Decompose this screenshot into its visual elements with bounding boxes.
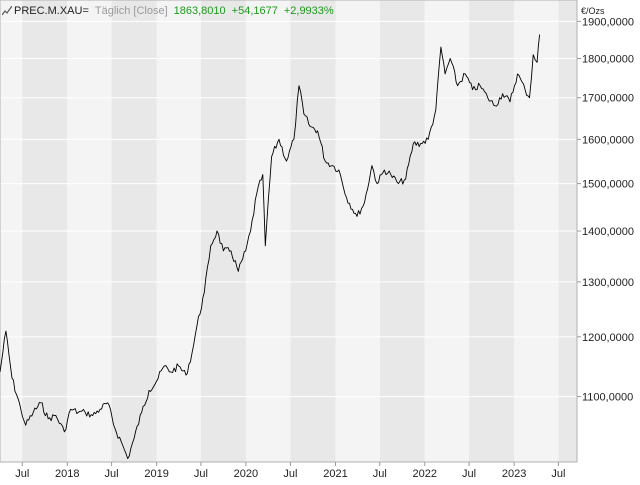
y-tick-label: 1900,0000 [582, 16, 634, 28]
x-tick-label: Jul [551, 468, 565, 480]
y-tick-label: 1600,0000 [582, 134, 634, 146]
y-tick-label: 1400,0000 [582, 226, 634, 238]
x-tick-label: Jul [283, 468, 297, 480]
last-price: 1863,8010 [173, 5, 226, 17]
x-tick-label: 2023 [502, 468, 526, 480]
x-tick-label: Jul [373, 468, 387, 480]
price-change: +54,1677 [231, 5, 278, 17]
y-axis-unit: €/Ozs [581, 6, 605, 16]
y-tick-label: 1700,0000 [582, 93, 634, 105]
y-tick-label: 1100,0000 [582, 392, 633, 404]
x-tick-label: 2021 [323, 468, 347, 480]
x-tick-label: Jul [15, 468, 29, 480]
horizontal-gridlines [0, 20, 577, 398]
chart-header: PREC.M.XAU= Täglich [Close] 1863,8010 +5… [2, 3, 334, 19]
y-tick-label: 1200,0000 [582, 332, 634, 344]
y-tick-label: 1800,0000 [582, 53, 634, 65]
interval-label[interactable]: Täglich [Close] [94, 5, 168, 17]
x-tick-label: 2019 [144, 468, 168, 480]
x-tick-label: Jul [194, 468, 208, 480]
y-axis: 1100,0000 1200,0000 1300,0000 1400,0000 1500… [577, 16, 634, 404]
y-tick-label: 1300,0000 [582, 277, 634, 289]
symbol-label[interactable]: PREC.M.XAU= [2, 5, 89, 17]
x-tick-label: Jul [462, 468, 476, 480]
price-series-line [0, 34, 541, 460]
line-chart-icon [2, 6, 12, 16]
series-layer [0, 34, 541, 460]
symbol-text: PREC.M.XAU= [14, 5, 89, 17]
x-tick-label: 2018 [55, 468, 79, 480]
x-tick-label: 2022 [413, 468, 437, 480]
x-axis: Jul 2018 Jul 2019 Jul 2020 Jul 2021 Jul 2022 Jul 20… [15, 462, 565, 480]
x-tick-label: 2020 [234, 468, 258, 480]
x-tick-label: Jul [105, 468, 119, 480]
price-change-percent: +2,9933% [283, 5, 334, 17]
y-tick-label: 1500,0000 [582, 179, 634, 191]
